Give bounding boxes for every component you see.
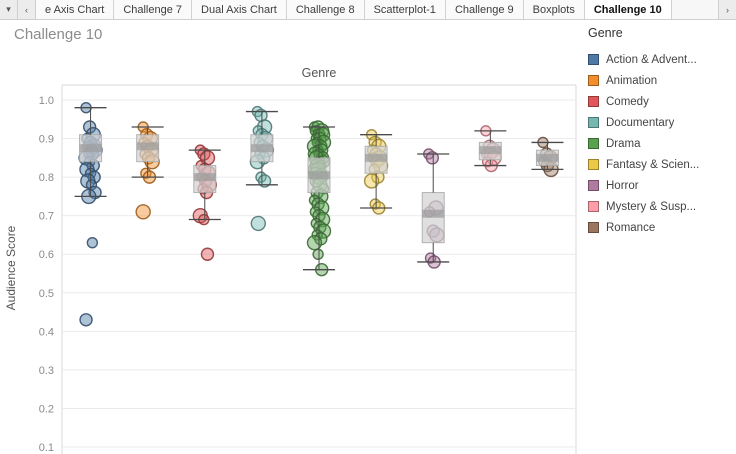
legend-label: Fantasy & Scien... [606,158,700,171]
legend-item-action-advent[interactable]: Action & Advent... [588,49,734,70]
y-tick-label: 1.0 [39,95,54,107]
y-tick-label: 0.9 [39,134,54,146]
legend-label: Drama [606,137,641,150]
tab-scroll-right-icon[interactable]: › [718,0,736,19]
legend-label: Romance [606,221,656,234]
tab-dual-axis-chart[interactable]: Dual Axis Chart [192,0,287,19]
median-band-documentary[interactable] [250,144,273,153]
mark-documentary[interactable] [256,119,273,135]
tabbar-spacer [671,0,718,19]
legend-item-documentary[interactable]: Documentary [588,112,734,133]
mark-action-advent[interactable] [86,236,99,249]
sheet-tabs: e Axis Chart Challenge 7 Dual Axis Chart Ch… [36,0,672,19]
legend-item-fantasy-scien[interactable]: Fantasy & Scien... [588,154,734,175]
legend-swatch [588,138,599,149]
y-tick-label: 0.3 [39,365,54,377]
tab-scroll-left-icon[interactable]: ‹ [18,0,36,19]
median-band-animation[interactable] [136,142,159,151]
tab-scatterplot-1[interactable]: Scatterplot-1 [364,0,446,19]
sheet-tab-bar: ▾ ‹ e Axis Chart Challenge 7 Dual Axis Cha… [0,0,736,20]
legend-label: Comedy [606,95,649,108]
mark-horror[interactable] [425,151,440,165]
mark-action-advent[interactable] [79,313,93,327]
tab-dropdown-icon[interactable]: ▾ [0,0,18,19]
legend-swatch [588,117,599,128]
legend-item-animation[interactable]: Animation [588,70,734,91]
legend-label: Mystery & Susp... [606,200,697,213]
legend-label: Horror [606,179,639,192]
median-band-fantasy-scien[interactable] [365,153,388,162]
mark-documentary[interactable] [250,215,266,232]
mark-drama[interactable] [315,223,332,239]
mark-drama[interactable] [312,248,324,260]
y-tick-label: 0.5 [39,288,54,300]
mark-fantasy-scien[interactable] [363,173,380,189]
chart-title: Genre [302,66,337,80]
y-tick-label: 0.7 [39,211,54,223]
median-band-horror[interactable] [422,209,445,218]
legend-title: Genre [588,26,623,40]
legend-item-mystery-susp[interactable]: Mystery & Susp... [588,196,734,217]
median-band-comedy[interactable] [193,173,216,182]
tab-challenge-7[interactable]: Challenge 7 [114,0,193,19]
boxplot-chart: 1.0 0.9 0.8 0.7 0.6 0.5 0.4 0.3 0.2 0.1 Genre Audie… [4,66,577,454]
legend-items: Action & Advent... Animation Comedy Documen… [588,49,734,238]
y-axis-title: Audience Score [4,225,18,310]
median-band-romance[interactable] [536,153,559,162]
genre-legend: Genre Action & Advent... Animation Comedy D… [588,26,734,238]
median-band-mystery-susp[interactable] [479,146,502,155]
legend-swatch [588,75,599,86]
legend-label: Animation [606,74,658,87]
legend-swatch [588,201,599,212]
tab-challenge-8[interactable]: Challenge 8 [286,0,365,19]
mark-action-advent[interactable] [82,120,97,134]
legend-swatch [588,159,599,170]
mark-drama[interactable] [306,234,323,251]
legend-item-drama[interactable]: Drama [588,133,734,154]
mark-comedy[interactable] [200,247,215,261]
tab-challenge-9[interactable]: Challenge 9 [445,0,524,19]
legend-item-comedy[interactable]: Comedy [588,91,734,112]
legend-swatch [588,96,599,107]
legend-label: Action & Advent... [606,53,697,66]
tab-e-axis-chart[interactable]: e Axis Chart [36,0,115,19]
y-tick-label: 0.6 [39,249,54,261]
y-tick-label: 0.2 [39,403,54,415]
mark-animation[interactable] [135,204,151,220]
legend-swatch [588,180,599,191]
tab-challenge-10[interactable]: Challenge 10 [584,0,672,19]
median-band-drama[interactable] [308,171,330,180]
legend-swatch [588,222,599,233]
legend-swatch [588,54,599,65]
median-band-action-advent[interactable] [79,144,102,153]
mark-drama[interactable] [314,200,330,216]
legend-item-horror[interactable]: Horror [588,175,734,196]
y-tick-label: 0.1 [39,442,54,454]
tab-boxplots[interactable]: Boxplots [523,0,585,19]
legend-item-romance[interactable]: Romance [588,217,734,238]
y-tick-label: 0.4 [39,326,54,338]
y-tick-label: 0.8 [39,172,54,184]
sheet-title: Challenge 10 [14,26,103,43]
legend-label: Documentary [606,116,675,129]
